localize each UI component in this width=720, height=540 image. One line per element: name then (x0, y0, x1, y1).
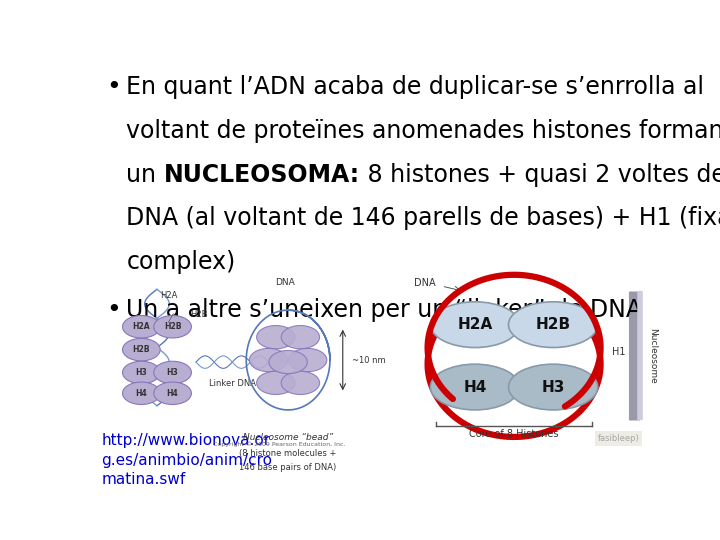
Text: fasibleep): fasibleep) (598, 434, 639, 443)
Text: H2A: H2A (160, 291, 177, 300)
Ellipse shape (282, 372, 320, 395)
Text: H3: H3 (541, 380, 564, 395)
Text: DNA: DNA (276, 278, 295, 287)
Text: 8 histones + quasi 2 voltes de: 8 histones + quasi 2 voltes de (360, 163, 720, 186)
Text: H2B: H2B (190, 310, 208, 319)
Text: H2B: H2B (164, 322, 181, 331)
Text: voltant de proteïnes anomenades histones formant: voltant de proteïnes anomenades histones… (126, 119, 720, 143)
Ellipse shape (122, 382, 160, 404)
Text: H1: H1 (612, 347, 625, 357)
Text: Un a altre s’uneixen per un “linker” de DNA: Un a altre s’uneixen per un “linker” de … (126, 298, 642, 322)
Text: Core of 8 Histones: Core of 8 Histones (469, 429, 559, 438)
Text: H4: H4 (167, 389, 179, 398)
Text: H4: H4 (464, 380, 487, 395)
Text: Copyright © 2009 Pearson Education, Inc.: Copyright © 2009 Pearson Education, Inc. (213, 442, 346, 447)
Text: Nucleosome: Nucleosome (648, 328, 657, 384)
Ellipse shape (122, 339, 160, 361)
Text: •: • (107, 298, 122, 322)
Text: H3: H3 (135, 368, 147, 377)
Text: DNA: DNA (414, 278, 436, 288)
Text: H2A: H2A (132, 322, 150, 331)
Ellipse shape (154, 382, 192, 404)
Text: H3: H3 (167, 368, 179, 377)
Text: un: un (126, 163, 163, 186)
Text: Nucleosome “bead”: Nucleosome “bead” (243, 433, 333, 442)
Text: Linker DNA: Linker DNA (209, 379, 256, 388)
Ellipse shape (122, 315, 160, 338)
Ellipse shape (508, 364, 598, 410)
Text: 146 base pairs of DNA): 146 base pairs of DNA) (240, 463, 337, 472)
Text: ~10 nm: ~10 nm (352, 355, 386, 364)
Text: H4: H4 (135, 389, 147, 398)
Text: H2B: H2B (536, 317, 571, 332)
Text: complex): complex) (126, 250, 235, 274)
Text: DNA (al voltant de 146 parells de bases) + H1 (fixa el: DNA (al voltant de 146 parells de bases)… (126, 206, 720, 230)
Ellipse shape (154, 315, 192, 338)
Ellipse shape (431, 302, 520, 348)
Text: •: • (107, 75, 122, 99)
Ellipse shape (269, 350, 307, 374)
Text: (8 histone molecules +: (8 histone molecules + (240, 449, 337, 458)
Text: NUCLEOSOMA:: NUCLEOSOMA: (163, 163, 360, 186)
Ellipse shape (282, 326, 320, 349)
Ellipse shape (431, 364, 520, 410)
Ellipse shape (154, 361, 192, 384)
Ellipse shape (256, 326, 295, 349)
Ellipse shape (256, 372, 295, 395)
Text: En quant l’ADN acaba de duplicar-se s’enrrolla al: En quant l’ADN acaba de duplicar-se s’en… (126, 75, 704, 99)
Text: http://www.bionova.or
g.es/animbio/anim/cro
matina.swf: http://www.bionova.or g.es/animbio/anim/… (101, 433, 272, 488)
Text: H2A: H2A (457, 317, 492, 332)
Ellipse shape (249, 348, 288, 372)
Ellipse shape (508, 302, 598, 348)
Text: H2B: H2B (132, 345, 150, 354)
Ellipse shape (122, 361, 160, 384)
Ellipse shape (289, 348, 327, 372)
